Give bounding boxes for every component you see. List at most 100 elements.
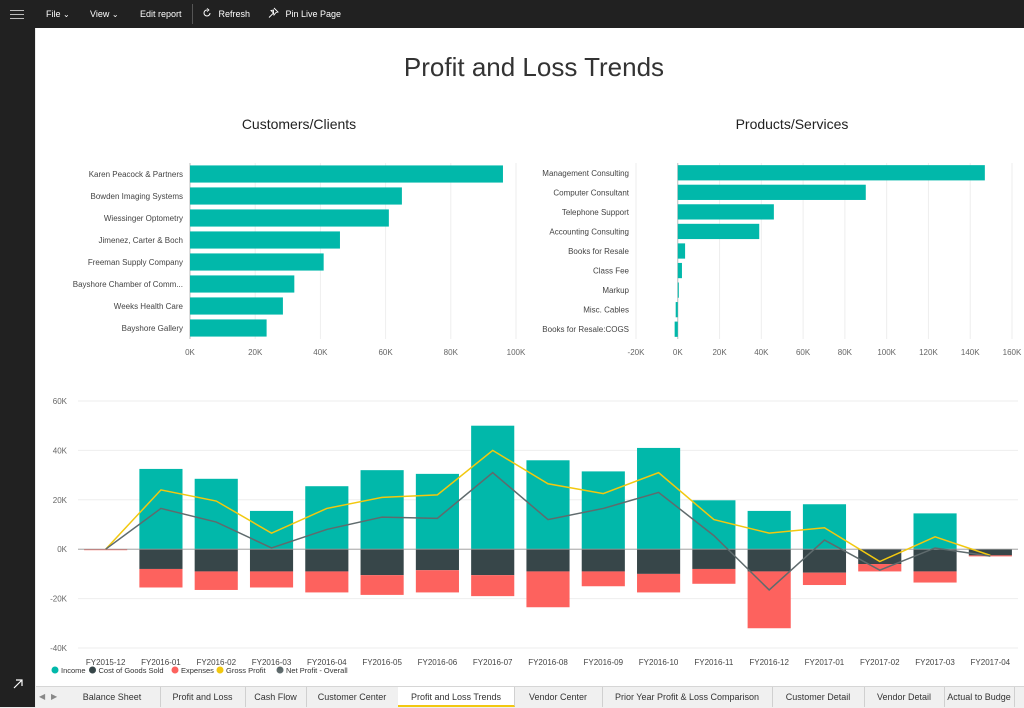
products-services-chart: Products/Services Management Consulting C… xyxy=(542,116,1022,357)
trend-bar-expenses[interactable] xyxy=(194,571,238,590)
trend-bar-cost-of-goods-sold[interactable] xyxy=(637,549,681,574)
c2-bar[interactable] xyxy=(677,243,686,259)
trend-bar-cost-of-goods-sold[interactable] xyxy=(747,549,791,572)
c2-bar[interactable] xyxy=(674,321,678,337)
tab-balance-sheet[interactable]: Balance Sheet xyxy=(64,687,161,707)
view-menu-label: View xyxy=(90,9,110,19)
tab-scroll-left-icon[interactable]: ◀ xyxy=(39,692,46,701)
trend-bar-income[interactable] xyxy=(526,460,570,550)
c1-x-tick-label: 100K xyxy=(507,348,526,357)
trend-bar-cost-of-goods-sold[interactable] xyxy=(471,549,515,576)
tab-vendor-center[interactable]: Vendor Center xyxy=(514,687,603,707)
c2-bar[interactable] xyxy=(677,204,774,220)
trend-bar-expenses[interactable] xyxy=(581,571,625,587)
trend-bar-cost-of-goods-sold[interactable] xyxy=(415,549,459,571)
trend-bar-expenses[interactable] xyxy=(637,573,681,593)
c2-category-label: Accounting Consulting xyxy=(549,227,629,236)
view-menu-button[interactable]: View ⌄ xyxy=(90,0,119,28)
trend-bar-cost-of-goods-sold[interactable] xyxy=(305,549,349,572)
trend-x-tick-label: FY2016-01 xyxy=(141,658,181,667)
trend-bar-income[interactable] xyxy=(305,486,349,550)
edit-report-button[interactable]: Edit report xyxy=(140,0,182,28)
trend-line-net-profit-overall[interactable] xyxy=(105,471,991,591)
c2-bar[interactable] xyxy=(677,282,679,298)
trend-bar-expenses[interactable] xyxy=(526,571,570,608)
c2-category-label: Books for Resale xyxy=(568,247,629,256)
trend-bar-income[interactable] xyxy=(360,470,404,550)
trend-bar-income[interactable] xyxy=(194,478,238,550)
customers-clients-chart: Customers/Clients Karen Peacock & Partne… xyxy=(73,116,526,357)
legend-item[interactable]: Income xyxy=(51,666,86,675)
c1-bar[interactable] xyxy=(190,231,340,249)
trend-y-tick-label: -40K xyxy=(50,644,68,653)
c2-bar[interactable] xyxy=(675,302,678,318)
trend-bar-expenses[interactable] xyxy=(415,570,459,593)
c2-x-tick-label: 160K xyxy=(1003,348,1022,357)
trend-bar-income[interactable] xyxy=(637,447,681,550)
hamburger-menu-icon[interactable] xyxy=(10,10,24,20)
expand-arrow-icon[interactable] xyxy=(12,678,24,690)
trend-bar-expenses[interactable] xyxy=(747,571,791,629)
trend-bar-expenses[interactable] xyxy=(360,575,404,595)
tab-cash-flow[interactable]: Cash Flow xyxy=(245,687,307,707)
tab-profit-and-loss-trends[interactable]: Profit and Loss Trends xyxy=(398,687,515,707)
trend-bar-expenses[interactable] xyxy=(471,575,515,597)
trend-bar-expenses[interactable] xyxy=(858,564,902,572)
tab-customer-detail[interactable]: Customer Detail xyxy=(772,687,865,707)
trend-bar-cost-of-goods-sold[interactable] xyxy=(692,549,736,569)
trend-bar-cost-of-goods-sold[interactable] xyxy=(802,549,847,573)
trend-bar-cost-of-goods-sold[interactable] xyxy=(360,549,404,576)
c2-bar[interactable] xyxy=(677,262,682,279)
trend-bar-expenses[interactable] xyxy=(249,571,294,588)
c1-bar[interactable] xyxy=(190,209,389,227)
tab-vendor-detail[interactable]: Vendor Detail xyxy=(864,687,945,707)
legend-item[interactable]: Net Profit - Overall xyxy=(276,666,349,675)
trend-bar-income[interactable] xyxy=(802,504,847,550)
c2-bar[interactable] xyxy=(677,165,985,181)
trend-bar-cost-of-goods-sold[interactable] xyxy=(858,549,902,565)
c2-bar[interactable] xyxy=(677,184,866,200)
trend-bar-income[interactable] xyxy=(471,425,515,550)
c1-bar[interactable] xyxy=(190,187,402,205)
c1-category-label: Bayshore Chamber of Comm... xyxy=(73,280,183,289)
trend-bar-expenses[interactable] xyxy=(802,572,847,586)
trend-bar-cost-of-goods-sold[interactable] xyxy=(968,549,1012,556)
c1-bar[interactable] xyxy=(190,275,295,293)
tab-scroll-right-icon[interactable]: ▶ xyxy=(51,692,58,701)
trend-x-tick-label: FY2017-02 xyxy=(860,658,900,667)
trend-bar-expenses[interactable] xyxy=(692,568,736,584)
trend-bar-cost-of-goods-sold[interactable] xyxy=(913,549,957,572)
c2-bar[interactable] xyxy=(677,223,760,240)
tab-actual-to-budge[interactable]: Actual to Budge xyxy=(944,687,1015,707)
legend-item[interactable]: Cost of Goods Sold xyxy=(89,666,164,675)
trend-bar-cost-of-goods-sold[interactable] xyxy=(139,549,183,569)
tab-profit-and-loss[interactable]: Profit and Loss xyxy=(160,687,246,707)
c1-bar[interactable] xyxy=(190,297,283,315)
trend-bar-expenses[interactable] xyxy=(139,568,183,588)
trend-bar-cost-of-goods-sold[interactable] xyxy=(194,549,238,572)
legend-item[interactable]: Expenses xyxy=(171,666,215,675)
c1-bar[interactable] xyxy=(190,319,267,337)
trend-line-gross-profit[interactable] xyxy=(105,449,991,563)
trend-bar-income[interactable] xyxy=(581,471,625,550)
c1-category-label: Bowden Imaging Systems xyxy=(91,192,184,201)
trend-bar-expenses[interactable] xyxy=(305,571,349,593)
trend-bar-expenses[interactable] xyxy=(84,549,128,551)
trend-bar-expenses[interactable] xyxy=(913,571,957,583)
trend-bar-cost-of-goods-sold[interactable] xyxy=(581,549,625,572)
c1-category-label: Bayshore Gallery xyxy=(122,324,183,333)
trend-bar-cost-of-goods-sold[interactable] xyxy=(526,549,570,572)
tab-prior-year-profit-loss-comparison[interactable]: Prior Year Profit & Loss Comparison xyxy=(602,687,773,707)
trend-bar-income[interactable] xyxy=(415,473,459,550)
c1-bar[interactable] xyxy=(190,253,324,271)
file-menu-button[interactable]: File ⌄ xyxy=(46,0,70,28)
tab-customer-center[interactable]: Customer Center xyxy=(306,687,399,707)
pin-live-page-button[interactable]: Pin Live Page xyxy=(268,0,341,28)
trend-x-tick-label: FY2016-03 xyxy=(252,658,292,667)
trend-bar-cost-of-goods-sold[interactable] xyxy=(249,549,294,572)
c1-bar[interactable] xyxy=(190,165,503,183)
legend-item[interactable]: Gross Profit xyxy=(216,666,267,675)
trend-y-tick-label: -20K xyxy=(50,595,68,604)
refresh-button[interactable]: Refresh xyxy=(202,0,250,28)
trend-y-tick-label: 0K xyxy=(57,545,67,554)
